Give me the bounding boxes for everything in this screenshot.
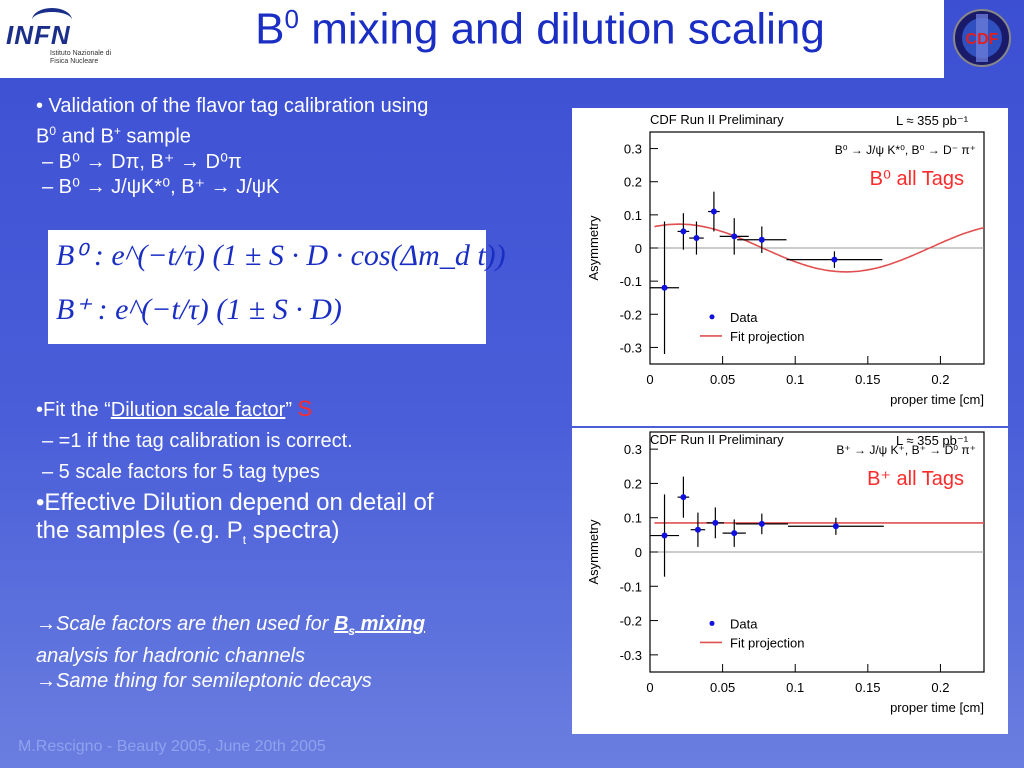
b0-y-tick-label: -0.2 xyxy=(620,307,642,322)
bullet-fit-line: •Fit the “Dilution scale factor” S xyxy=(36,396,313,421)
bplus-data-point xyxy=(832,523,839,530)
bullet-fit-sub2: – 5 scale factors for 5 tag types xyxy=(42,461,320,483)
bplus-tag-label: B⁺ all Tags xyxy=(867,468,964,490)
bplus-data-point xyxy=(731,530,738,537)
b0-x-tick-label: 0.15 xyxy=(855,372,880,387)
b0-data-point xyxy=(661,284,668,291)
footer: M.Rescigno - Beauty 2005, June 20th 2005 xyxy=(18,738,326,755)
b0-legend-data-marker xyxy=(709,314,715,320)
bplus-legend-data-marker xyxy=(709,620,715,626)
bplus-x-axis-label: proper time [cm] xyxy=(890,700,984,715)
dilution-scale-factor-link[interactable]: Dilution scale factor xyxy=(110,399,286,421)
bplus-y-tick-label: 0.1 xyxy=(624,511,642,526)
bullets-conclusion: →Scale factors are then used for Bs mixi… xyxy=(36,612,556,694)
bullet-fit-sub1: – =1 if the tag calibration is correct. xyxy=(42,430,353,452)
bplus-x-tick-label: 0 xyxy=(646,680,653,695)
bplus-y-tick-label: -0.3 xyxy=(620,648,642,663)
bullets-fit: •Fit the “Dilution scale factor” S – =1 … xyxy=(36,396,556,554)
bullet-decay-1: – B⁰ → Dπ, B⁺ → D⁰π xyxy=(42,150,242,173)
b0-y-tick-label: -0.3 xyxy=(620,340,642,355)
bplus-y-tick-label: 0 xyxy=(635,545,642,560)
bplus-header-right: L ≈ 355 pb⁻¹ xyxy=(896,433,969,448)
bullets-validation: • Validation of the flavor tag calibrati… xyxy=(36,94,546,200)
b0-asymmetry-chart: CDF Run II Preliminary L ≈ 355 pb⁻¹ 0.3 0.2… xyxy=(572,108,1008,426)
b0-header-right: L ≈ 355 pb⁻¹ xyxy=(896,113,969,128)
formula-row-b0: B⁰ : e^(−t/τ) (1 ± S · D · cos(Δm_d t)) xyxy=(56,239,506,272)
bullet-validation-line2: B0 and B+ sample xyxy=(36,124,191,148)
bplus-legend-data-label: Data xyxy=(730,616,758,631)
b0-decay-label: B⁰ → J/ψ K*⁰, B⁰ → D⁻ π⁺ xyxy=(835,143,976,157)
bplus-y-tick-label: 0.2 xyxy=(624,476,642,491)
bplus-data-point xyxy=(712,519,719,526)
conclusion-line3: →Same thing for semileptonic decays xyxy=(36,670,372,692)
bplus-data-point xyxy=(694,526,701,533)
b0-header-left: CDF Run II Preliminary xyxy=(650,112,784,127)
b0-fit-curve xyxy=(654,223,985,273)
bullet-decay-2: – B⁰ → J/ψK*⁰, B⁺ → J/ψK xyxy=(42,175,280,198)
slide-title: B0 mixing and dilution scaling xyxy=(255,4,825,54)
formula-row-bplus: B⁺ : e^(−t/τ) (1 ± S · D) xyxy=(56,293,342,326)
b0-x-tick-label: 0 xyxy=(646,372,653,387)
bplus-data-point xyxy=(661,532,668,539)
infn-logo-arc xyxy=(32,8,72,32)
b0-legend-data-label: Data xyxy=(730,310,758,325)
infn-logo-subtext: Istituto Nazionale di Fisica Nucleare xyxy=(50,50,112,65)
bplus-y-tick-label: 0.3 xyxy=(624,442,642,457)
bplus-header-left: CDF Run II Preliminary xyxy=(650,432,784,447)
bplus-y-tick-label: -0.2 xyxy=(620,614,642,629)
bplus-y-axis-label: Asymmetry xyxy=(586,519,601,585)
b0-x-tick-label: 0.05 xyxy=(710,372,735,387)
scale-symbol: S xyxy=(297,396,313,421)
title-bar: INFN Istituto Nazionale di Fisica Nuclea… xyxy=(0,0,944,78)
cdf-logo: CDF xyxy=(953,9,1011,67)
b0-asymmetry-svg: CDF Run II Preliminary L ≈ 355 pb⁻¹ 0.3 0.2… xyxy=(586,112,985,407)
b0-data-point xyxy=(710,208,717,215)
b0-data-point xyxy=(693,235,700,242)
bs-mixing-link[interactable]: Bs mixing xyxy=(333,613,426,638)
conclusion-line1: →Scale factors are then used for Bs mixi… xyxy=(36,613,426,638)
b0-data-point xyxy=(758,236,765,243)
bplus-x-tick-label: 0.1 xyxy=(786,680,804,695)
bplus-asymmetry-chart: CDF Run II Preliminary L ≈ 355 pb⁻¹ 0.3 0.2… xyxy=(572,428,1008,734)
b0-x-axis-label: proper time [cm] xyxy=(890,392,984,407)
b0-data-point xyxy=(680,228,687,235)
bplus-legend-fit-label: Fit projection xyxy=(730,635,804,650)
cdf-logo-text: CDF xyxy=(966,31,999,48)
b0-y-tick-label: 0.1 xyxy=(624,208,642,223)
bplus-y-tick-label: -0.1 xyxy=(620,579,642,594)
b0-legend-fit-label: Fit projection xyxy=(730,329,804,344)
bullet-effective-line2: the samples (e.g. Pt spectra) xyxy=(36,517,340,547)
bplus-x-tick-label: 0.2 xyxy=(931,680,949,695)
b0-data-point xyxy=(831,256,838,263)
infn-logo: INFN Istituto Nazionale di Fisica Nuclea… xyxy=(4,6,124,72)
bplus-data-point xyxy=(680,494,687,501)
b0-y-tick-label: 0 xyxy=(635,241,642,256)
bplus-x-tick-label: 0.15 xyxy=(855,680,880,695)
b0-x-tick-label: 0.1 xyxy=(786,372,804,387)
b0-tag-label: B⁰ all Tags xyxy=(870,168,964,190)
b0-y-tick-label: 0.3 xyxy=(624,142,642,157)
b0-y-axis-label: Asymmetry xyxy=(586,215,601,281)
b0-x-tick-label: 0.2 xyxy=(931,372,949,387)
b0-data-point xyxy=(731,233,738,240)
bplus-decay-label: B⁺ → J/ψ K⁺, B⁺ → D̄⁰ π⁺ xyxy=(836,443,976,457)
bullet-validation-line1: • Validation of the flavor tag calibrati… xyxy=(36,95,429,117)
asymmetry-formula: B⁰ : e^(−t/τ) (1 ± S · D · cos(Δm_d t)) … xyxy=(48,230,506,344)
bplus-x-tick-label: 0.05 xyxy=(710,680,735,695)
b0-y-tick-label: 0.2 xyxy=(624,175,642,190)
bplus-asymmetry-svg: CDF Run II Preliminary L ≈ 355 pb⁻¹ 0.3 0.2… xyxy=(586,431,985,715)
bplus-data-point xyxy=(758,520,765,527)
b0-y-tick-label: -0.1 xyxy=(620,274,642,289)
bullet-effective-line1: •Effective Dilution depend on detail of xyxy=(36,489,434,516)
infn-logo-text: INFN xyxy=(6,20,71,50)
conclusion-line2: analysis for hadronic channels xyxy=(36,645,306,667)
